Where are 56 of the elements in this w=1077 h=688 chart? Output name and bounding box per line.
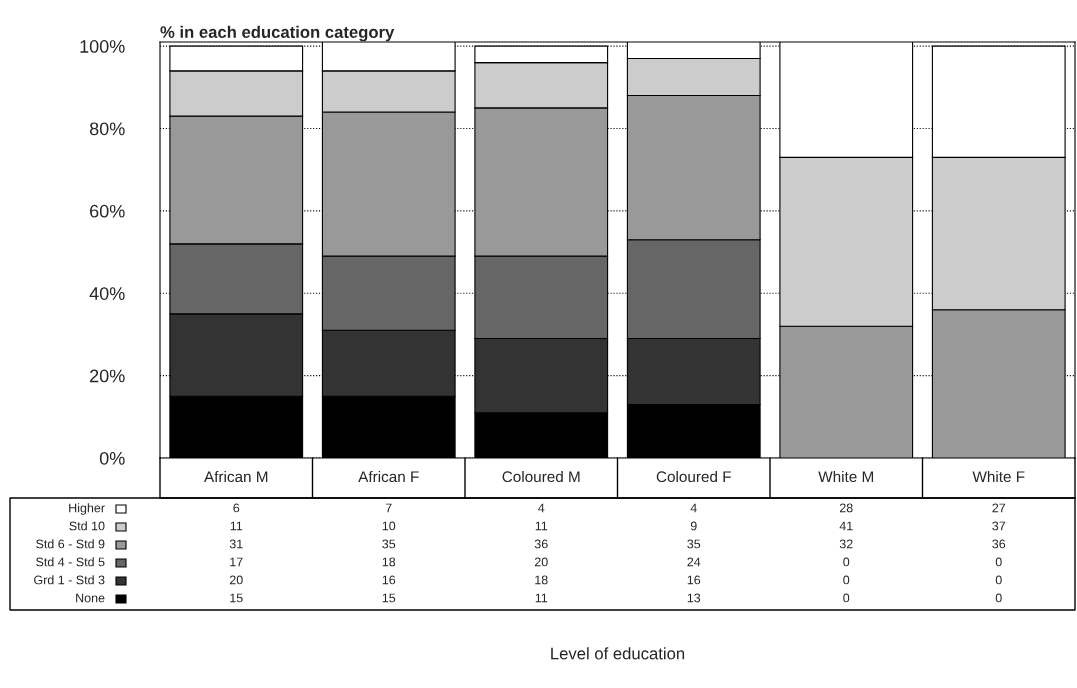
x-tick-label: African M — [204, 470, 268, 483]
data-label: 4 — [538, 503, 545, 513]
y-tick-label: 60% — [90, 204, 125, 218]
y-tick-label: 100% — [80, 40, 125, 53]
data-label: 24 — [687, 557, 701, 567]
data-label: 11 — [535, 521, 548, 531]
y-tick-label: 20% — [90, 369, 125, 383]
data-label: 18 — [382, 557, 396, 567]
data-label: 0 — [843, 575, 850, 585]
data-label: 7 — [385, 503, 392, 513]
x-tick-label: Coloured M — [502, 470, 580, 483]
x-tick-label: African F — [358, 470, 419, 483]
data-label: 4 — [690, 503, 697, 513]
data-label: 13 — [687, 593, 701, 603]
data-label: 15 — [382, 593, 396, 603]
x-tick-label: White F — [972, 470, 1025, 483]
data-label: 11 — [535, 593, 548, 603]
data-label: 6 — [233, 503, 240, 513]
legend-label: Higher — [69, 503, 105, 515]
data-label: 35 — [687, 539, 701, 549]
data-label: 20 — [229, 575, 243, 585]
legend-label: Std 10 — [69, 521, 105, 531]
data-label: 0 — [843, 593, 850, 603]
legend-label: Std 4 - Std 5 — [36, 557, 105, 567]
y-tick-label: 40% — [89, 287, 125, 300]
data-label: 36 — [534, 539, 548, 549]
text: Level of education — [551, 647, 685, 660]
data-label: 36 — [992, 539, 1006, 549]
legend-label: None — [76, 593, 105, 603]
data-label: 32 — [839, 539, 853, 549]
x-tick-label: White M — [818, 470, 874, 483]
data-label: 28 — [839, 503, 853, 513]
data-label: 41 — [839, 521, 853, 531]
y-tick-label: 80% — [89, 122, 125, 136]
data-label: 10 — [382, 521, 396, 531]
data-label: 17 — [230, 557, 243, 567]
data-label: 11 — [230, 521, 243, 531]
legend-label: Std 6 - Std 9 — [36, 539, 105, 549]
data-label: 15 — [230, 593, 243, 603]
data-label: 31 — [229, 539, 243, 549]
data-label: 16 — [687, 575, 701, 585]
data-label: 37 — [992, 521, 1006, 531]
data-label: 16 — [382, 575, 396, 585]
y-tick-label: 0% — [99, 451, 125, 465]
data-label: 27 — [992, 503, 1006, 513]
data-label: 18 — [535, 575, 548, 585]
legend-label: Grd 1 - Std 3 — [34, 575, 105, 585]
data-label: 35 — [382, 539, 396, 549]
x-tick-label: Coloured F — [656, 470, 731, 483]
data-label: 0 — [995, 575, 1002, 585]
data-label: 0 — [843, 557, 850, 567]
data-label: 20 — [534, 557, 548, 567]
chart-title: % in each education category — [160, 25, 395, 42]
data-label: 0 — [995, 593, 1002, 603]
data-label: 0 — [995, 557, 1002, 567]
data-label: 9 — [690, 521, 697, 531]
